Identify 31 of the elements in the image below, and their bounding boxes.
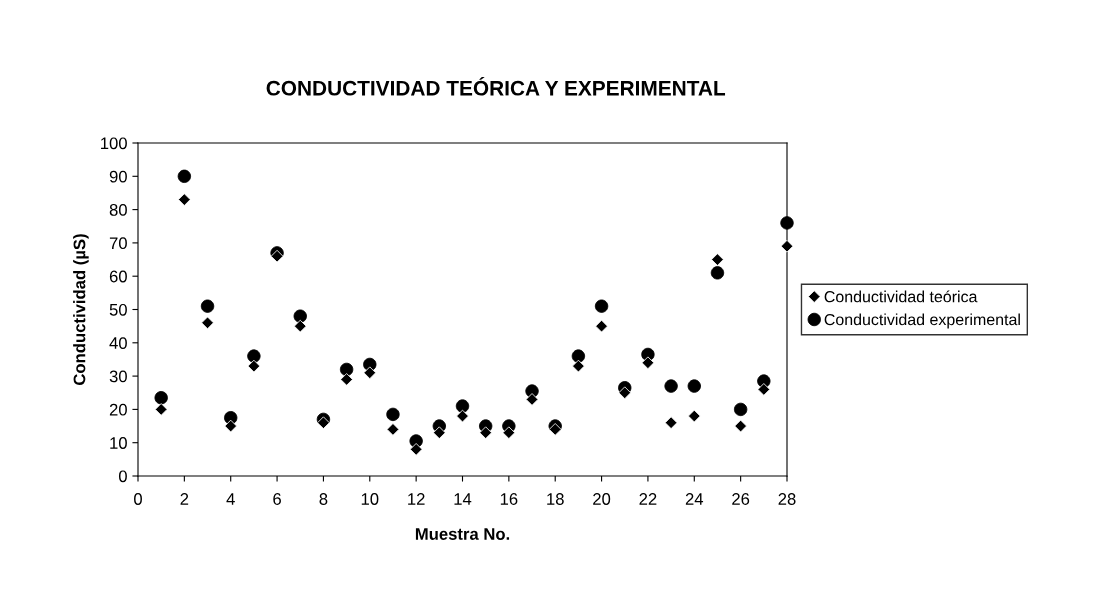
x-tick-label: 2 (180, 493, 189, 505)
y-tick-label: 10 (110, 437, 127, 449)
x-tick-label: 26 (732, 493, 750, 505)
y-tick-label: 0 (118, 470, 127, 483)
x-tick-label: 12 (408, 493, 425, 505)
x-tick-label: 24 (685, 493, 704, 505)
y-tick-label: 70 (109, 237, 127, 250)
x-axis-title: Muestra No. (415, 528, 510, 540)
x-tick-label: 0 (134, 493, 142, 505)
y-axis-title: Conductividad (µS) (73, 234, 89, 385)
x-tick-label: 8 (319, 493, 328, 505)
y-tick-label: 60 (109, 270, 127, 283)
y-tick-label: 90 (109, 170, 127, 183)
y-tick-label: 30 (109, 370, 127, 383)
x-tick-label: 16 (500, 493, 518, 505)
x-tick-label: 4 (226, 493, 235, 505)
x-tick-label: 20 (593, 493, 611, 505)
y-tick-label: 50 (109, 303, 127, 316)
y-tick-label: 40 (109, 337, 127, 349)
y-tick-label: 20 (109, 403, 127, 416)
legend-label: Conductividad teórica (824, 290, 978, 303)
y-tick-label: 100 (101, 137, 127, 150)
chart-title: CONDUCTIVIDAD TEÓRICA Y EXPERIMENTAL (266, 76, 726, 96)
x-tick-label: 18 (547, 493, 564, 505)
x-tick-label: 10 (361, 493, 379, 505)
x-tick-label: 28 (778, 493, 796, 505)
legend-label: Conductividad experimental (824, 313, 1020, 329)
x-tick-label: 14 (454, 493, 472, 505)
x-tick-label: 6 (273, 493, 281, 505)
y-tick-label: 80 (109, 204, 127, 216)
x-tick-label: 22 (639, 493, 657, 505)
